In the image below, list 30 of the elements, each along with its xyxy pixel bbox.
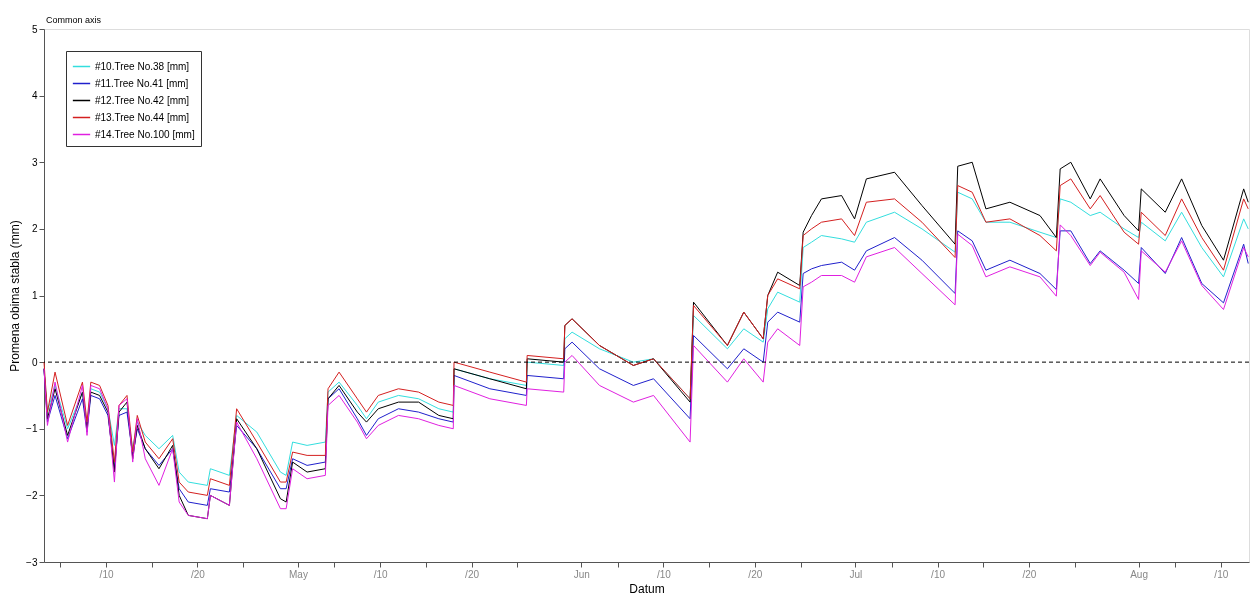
legend-label: #14.Tree No.100 [mm] bbox=[95, 128, 195, 140]
x-tick-label: Aug bbox=[1130, 568, 1148, 580]
x-tick-label: /20 bbox=[748, 568, 763, 580]
y-tick-label: −2 bbox=[26, 489, 38, 501]
x-axis-title: Datum bbox=[629, 581, 665, 596]
legend-label: #13.Tree No.44 [mm] bbox=[95, 111, 190, 123]
x-tick-label: /20 bbox=[190, 568, 206, 580]
x-tick-label: Jun bbox=[573, 568, 590, 580]
y-tick-label: 5 bbox=[31, 23, 38, 35]
x-tick-label: /10 bbox=[1214, 568, 1229, 580]
y-tick-label: −1 bbox=[26, 423, 38, 435]
y-tick-label: 4 bbox=[31, 90, 38, 102]
x-tick-label: /20 bbox=[1022, 568, 1037, 580]
y-tick-label: 2 bbox=[31, 223, 38, 235]
x-tick-label: /10 bbox=[373, 568, 389, 580]
y-tick-label: 3 bbox=[31, 156, 38, 168]
legend-label: #10.Tree No.38 [mm] bbox=[95, 60, 190, 72]
y-tick-label: −3 bbox=[26, 556, 38, 568]
x-tick-label: /10 bbox=[99, 568, 114, 580]
x-tick-label: /10 bbox=[931, 568, 946, 580]
text: Common axis bbox=[46, 15, 102, 25]
y-tick-label: 1 bbox=[31, 290, 38, 301]
x-tick-label: /10 bbox=[656, 568, 672, 580]
x-tick-label: /20 bbox=[465, 568, 480, 580]
x-tick-label: Jul bbox=[849, 568, 863, 580]
y-axis-title: Promena obima stabla (mm) bbox=[8, 220, 23, 372]
legend-label: #12.Tree No.42 [mm] bbox=[95, 94, 190, 106]
legend-label: #11.Tree No.41 [mm] bbox=[95, 77, 189, 89]
y-tick-label: 0 bbox=[31, 356, 38, 368]
x-tick-label: May bbox=[288, 568, 308, 580]
